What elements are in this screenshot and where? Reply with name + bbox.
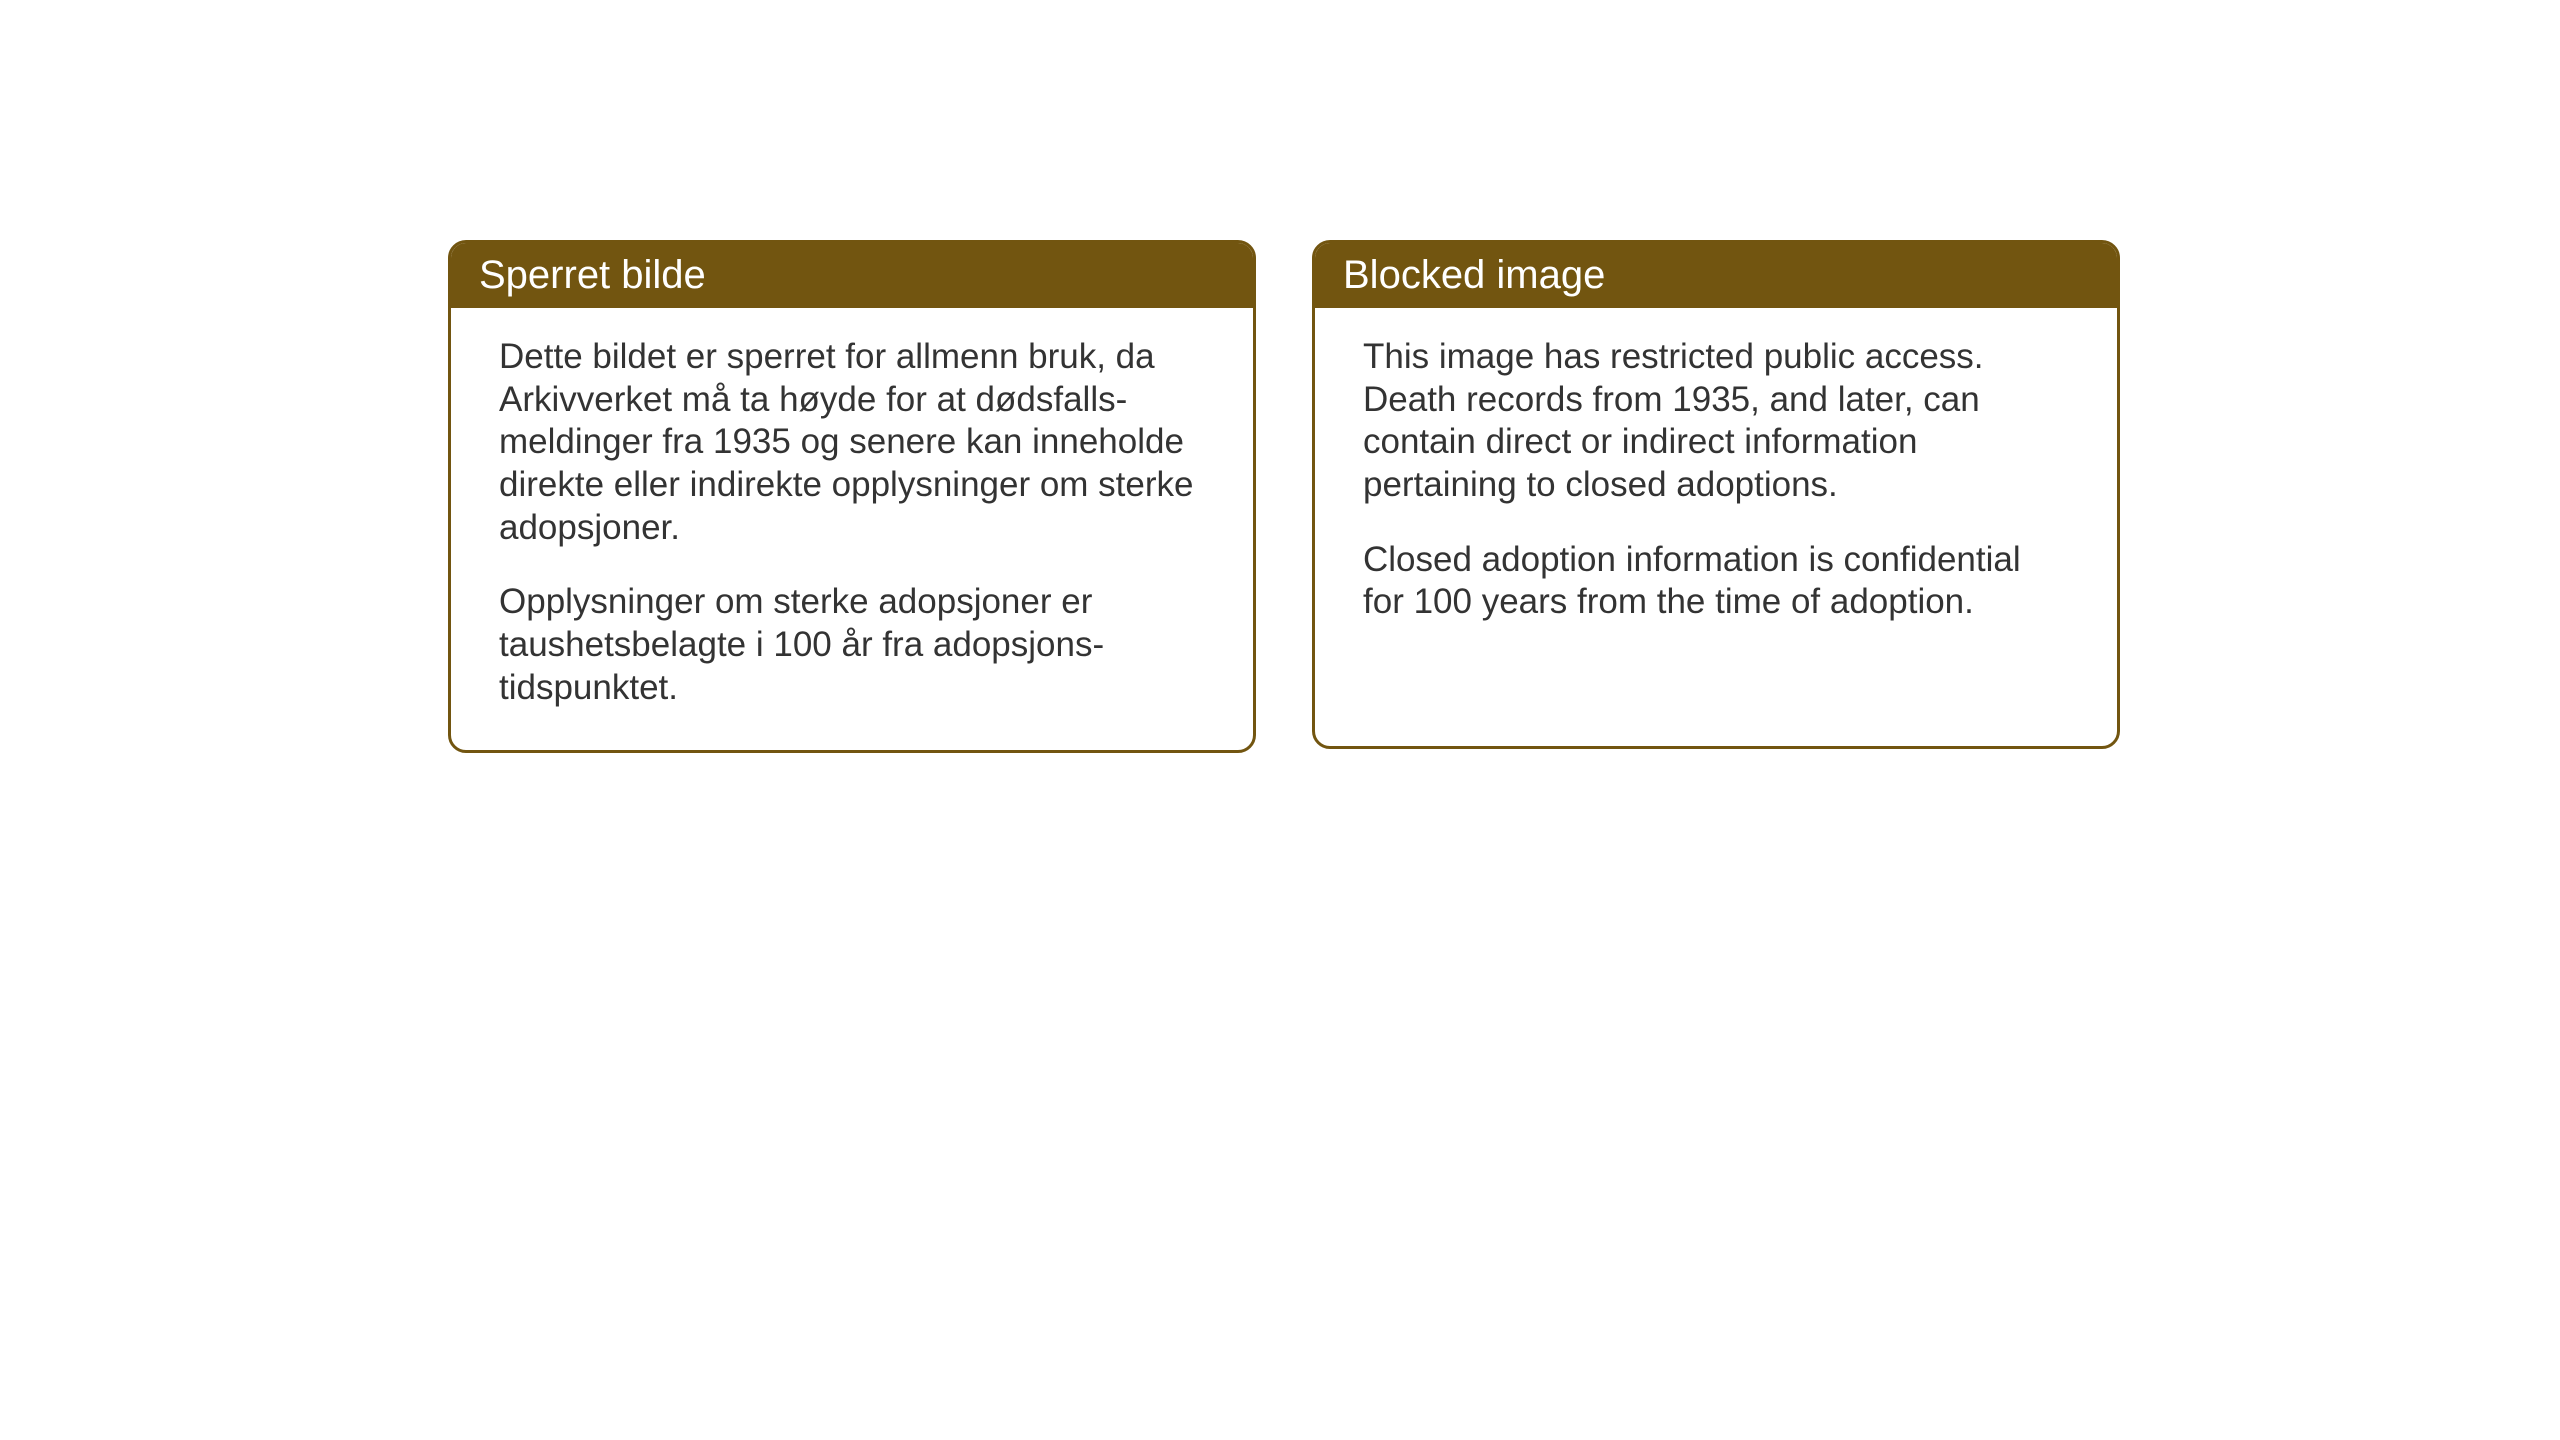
notice-card-norwegian: Sperret bilde Dette bildet er sperret fo… (448, 240, 1256, 753)
notice-card-body: This image has restricted public access.… (1315, 308, 2117, 664)
notice-card-title: Sperret bilde (479, 253, 706, 297)
notice-card-title: Blocked image (1343, 253, 1605, 297)
notice-card-english: Blocked image This image has restricted … (1312, 240, 2120, 749)
notice-paragraph: Closed adoption information is confident… (1363, 539, 2069, 624)
notice-card-body: Dette bildet er sperret for allmenn bruk… (451, 308, 1253, 750)
notice-card-header: Sperret bilde (451, 243, 1253, 308)
notice-cards-container: Sperret bilde Dette bildet er sperret fo… (448, 240, 2120, 753)
notice-paragraph: Opplysninger om sterke adopsjoner er tau… (499, 581, 1205, 709)
notice-card-header: Blocked image (1315, 243, 2117, 308)
notice-paragraph: Dette bildet er sperret for allmenn bruk… (499, 336, 1205, 549)
notice-paragraph: This image has restricted public access.… (1363, 336, 2069, 507)
